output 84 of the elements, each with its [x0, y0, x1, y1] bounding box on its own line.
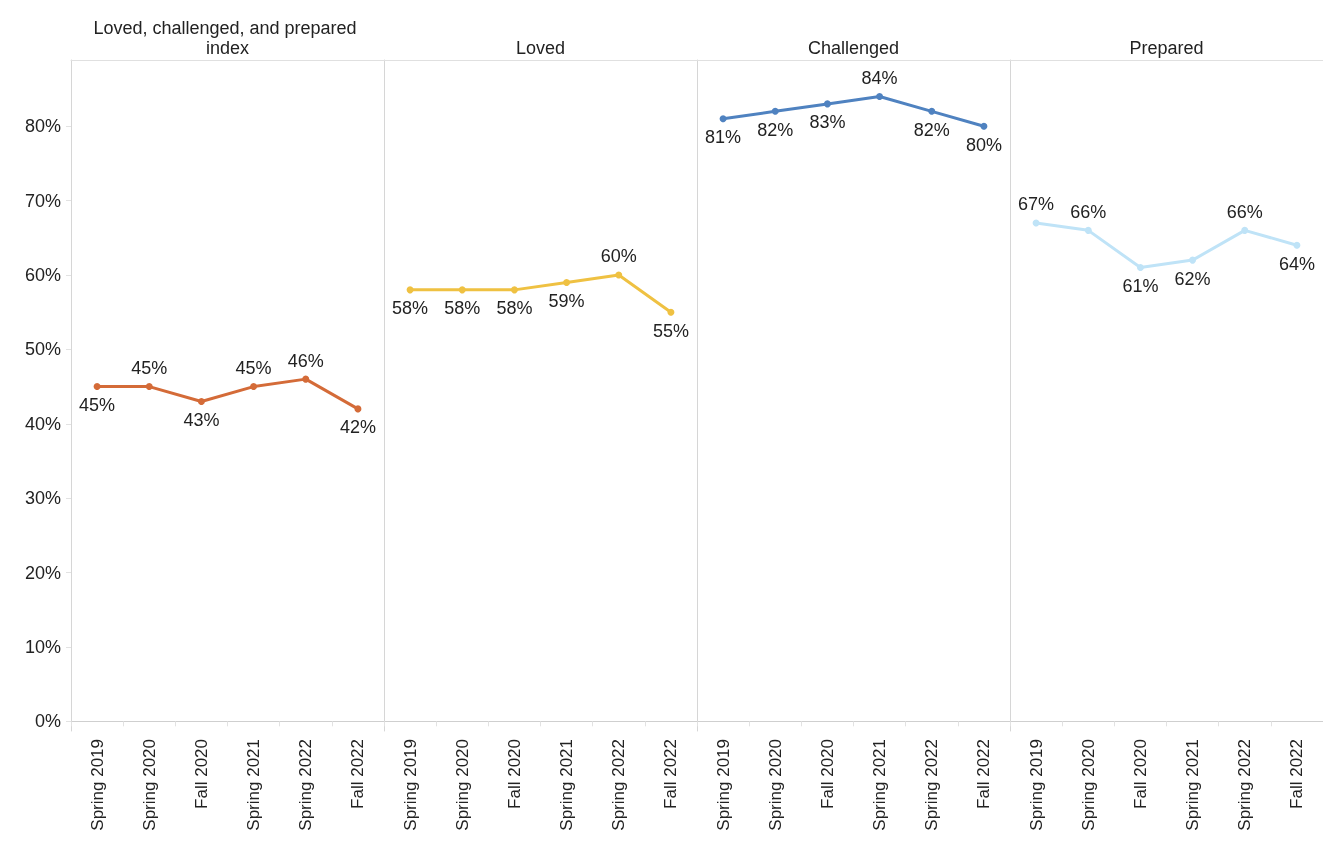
y-tick-label: 30%: [24, 488, 61, 509]
x-tick-label: Fall 2022: [974, 739, 994, 809]
data-label: 58%: [392, 298, 429, 319]
data-label: 59%: [548, 290, 585, 311]
point: [250, 383, 258, 391]
point: [771, 107, 779, 115]
point: [928, 107, 936, 115]
point: [1189, 256, 1197, 264]
x-tick-label: Spring 2020: [452, 739, 472, 831]
data-label: 42%: [339, 417, 376, 438]
point: [615, 271, 623, 279]
y-tick-label: 20%: [24, 562, 61, 583]
point: [302, 375, 310, 383]
y-tick-label: 0%: [34, 711, 61, 732]
point: [93, 383, 101, 391]
y-tick-label: 60%: [24, 264, 61, 285]
point: [876, 92, 884, 100]
point: [354, 405, 362, 413]
data-label: 66%: [1226, 201, 1263, 222]
x-tick-label: Spring 2021: [1183, 739, 1203, 831]
y-tick-label: 10%: [24, 636, 61, 657]
x-tick-label: Spring 2020: [139, 739, 159, 831]
x-tick-label: Fall 2020: [817, 739, 837, 809]
data-label: 62%: [1174, 268, 1211, 289]
point: [1241, 226, 1249, 234]
chart-title: Loved, challenged, and prepared index: [93, 18, 362, 58]
point: [1084, 226, 1092, 234]
point: [667, 308, 675, 316]
data-label: 58%: [444, 298, 481, 319]
data-label: 61%: [1122, 276, 1159, 297]
x-tick-label: Spring 2021: [244, 739, 264, 831]
data-label: 80%: [965, 134, 1002, 155]
y-tick-label: 40%: [24, 413, 61, 434]
x-tick-label: Spring 2022: [1235, 739, 1255, 831]
point: [1293, 241, 1301, 249]
y-tick-label: 70%: [24, 190, 61, 211]
data-label: 55%: [652, 320, 689, 341]
x-tick-label: Fall 2022: [1287, 739, 1307, 809]
data-label: 45%: [235, 358, 272, 379]
data-label: 45%: [79, 395, 116, 416]
chart-title: Challenged: [807, 38, 900, 58]
x-tick-label: Spring 2022: [609, 739, 629, 831]
x-tick-label: Fall 2022: [348, 739, 368, 809]
x-tick-label: Spring 2019: [400, 739, 420, 831]
data-label: 60%: [600, 246, 637, 267]
point: [563, 278, 571, 286]
data-label: 67%: [1018, 194, 1055, 215]
x-tick-label: Spring 2019: [1026, 739, 1046, 831]
point: [197, 397, 205, 405]
x-tick-label: Spring 2019: [87, 739, 107, 831]
chart-title: Loved: [515, 38, 566, 58]
data-label: 82%: [757, 119, 794, 140]
data-label: 81%: [705, 127, 742, 148]
y-tick-label: 80%: [24, 116, 61, 137]
x-tick-label: Spring 2021: [557, 739, 577, 831]
x-tick-label: Fall 2022: [661, 739, 681, 809]
point: [510, 286, 518, 294]
point: [406, 286, 414, 294]
x-tick-label: Spring 2019: [713, 739, 733, 831]
x-tick-label: Spring 2022: [296, 739, 316, 831]
x-tick-label: Fall 2020: [191, 739, 211, 809]
x-tick-label: Spring 2021: [870, 739, 890, 831]
data-label: 82%: [913, 119, 950, 140]
point: [980, 122, 988, 130]
point: [719, 115, 727, 123]
data-label: 64%: [1278, 253, 1315, 274]
data-label: 83%: [809, 112, 846, 133]
point: [145, 383, 153, 391]
x-tick-label: Fall 2020: [504, 739, 524, 809]
point: [458, 286, 466, 294]
data-label: 84%: [861, 67, 898, 88]
point: [1136, 264, 1144, 272]
data-label: 45%: [131, 358, 168, 379]
data-label: 58%: [496, 298, 533, 319]
x-tick-label: Spring 2020: [765, 739, 785, 831]
data-label: 43%: [183, 409, 220, 430]
chart-title: Prepared: [1129, 38, 1204, 58]
data-label: 46%: [287, 350, 324, 371]
data-label: 66%: [1070, 201, 1107, 222]
x-tick-label: Spring 2022: [922, 739, 942, 831]
x-tick-label: Fall 2020: [1130, 739, 1150, 809]
point: [823, 100, 831, 108]
y-tick-label: 50%: [24, 339, 61, 360]
x-tick-label: Spring 2020: [1078, 739, 1098, 831]
